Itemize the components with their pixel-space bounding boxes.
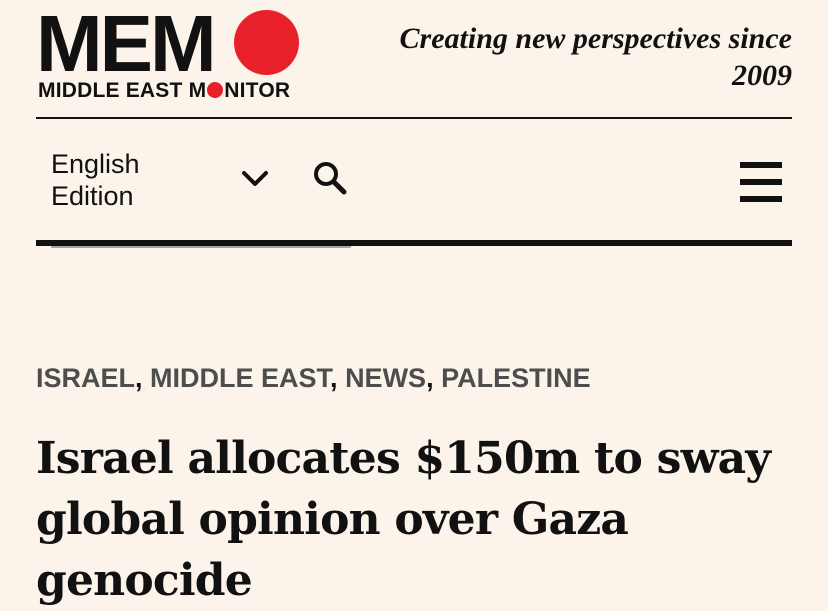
logo-subtitle-part2: NITOR: [224, 79, 291, 102]
logo-subtitle-part1: MIDDLE EAST M: [38, 79, 207, 102]
hamburger-bar: [740, 179, 782, 185]
logo-red-dot: [234, 10, 299, 75]
logo-o-dot: [207, 82, 224, 98]
category-link-news[interactable]: NEWS: [345, 363, 427, 393]
category-link-middle-east[interactable]: MIDDLE EAST: [150, 363, 331, 393]
category-separator: ,: [426, 363, 442, 393]
category-link-palestine[interactable]: PALESTINE: [441, 363, 591, 393]
header-divider: [36, 117, 792, 119]
category-link-israel[interactable]: ISRAEL: [36, 363, 136, 393]
hamburger-bar: [740, 196, 782, 202]
category-separator: ,: [135, 363, 151, 393]
site-tagline: Creating new perspectives since 2009: [399, 22, 792, 92]
category-separator: ,: [330, 363, 346, 393]
hamburger-menu-icon[interactable]: [740, 162, 784, 204]
nav-divider: [36, 240, 792, 246]
logo-wordmark: MEM: [36, 0, 217, 88]
nav-underline: [51, 246, 351, 248]
chevron-down-icon[interactable]: [240, 168, 270, 190]
logo-subtitle: MIDDLE EAST M NITOR: [38, 79, 290, 103]
site-logo[interactable]: MEM MIDDLE EAST M NITOR: [36, 4, 306, 105]
search-icon[interactable]: [312, 160, 348, 196]
article-categories: ISRAEL, MIDDLE EAST, NEWS, PALESTINE: [36, 362, 591, 394]
article-headline: Israel allocates $150m to sway global op…: [36, 433, 771, 606]
edition-selector-label[interactable]: English Edition: [51, 149, 140, 211]
hamburger-bar: [740, 162, 782, 168]
